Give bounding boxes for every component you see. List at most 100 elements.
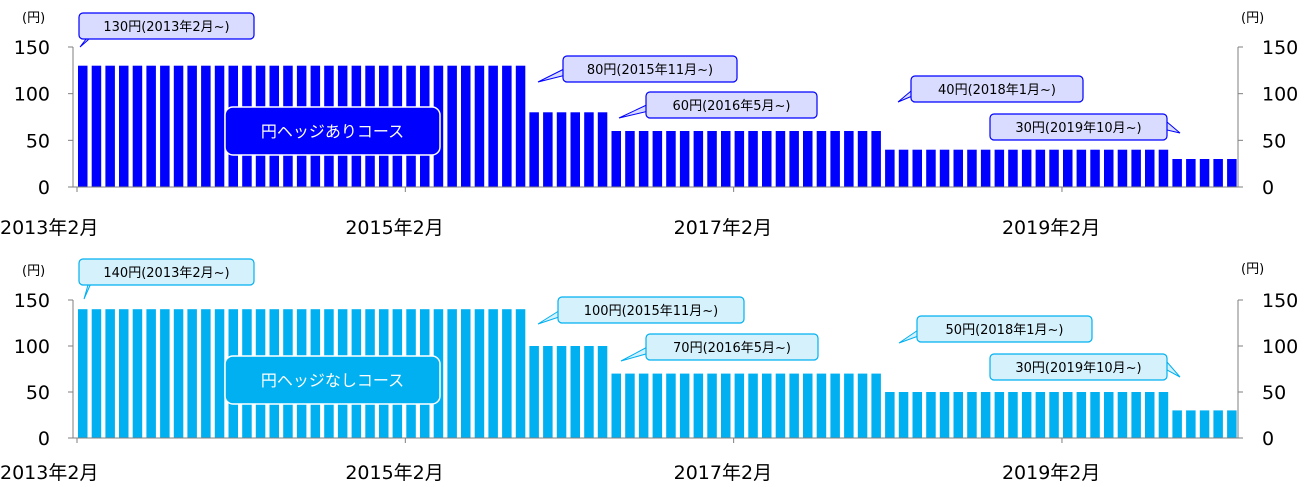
bar (926, 392, 936, 438)
callout-box (989, 113, 1168, 141)
y-tick-label-right: 50 (1262, 130, 1286, 152)
unit-label-right: (円) (1241, 262, 1264, 277)
bar (78, 309, 88, 438)
bar (844, 131, 854, 187)
bar (1049, 392, 1059, 438)
bar (721, 131, 731, 187)
bar (980, 392, 991, 438)
bar (871, 373, 881, 438)
bar (1063, 392, 1073, 438)
x-tick-label: 2017年2月 (674, 217, 772, 239)
unit-label-left: (円) (22, 11, 45, 26)
bar (803, 131, 813, 187)
y-tick-label-right: 0 (1262, 177, 1274, 199)
bar (1213, 410, 1223, 438)
bar (625, 131, 635, 187)
bar (1076, 149, 1087, 187)
bar (871, 131, 881, 187)
bar (1186, 410, 1196, 438)
bar (1035, 392, 1046, 438)
y-tick-label-left: 0 (38, 428, 50, 450)
y-tick-label-left: 150 (14, 37, 50, 59)
bar (447, 65, 457, 187)
bar (488, 65, 498, 187)
bar (1090, 392, 1100, 438)
bar (638, 373, 649, 438)
bar (803, 373, 813, 438)
y-tick-label-left: 150 (14, 290, 50, 312)
bar (857, 131, 868, 187)
unhedged-course-panel: (円) (円) 0 0 50 50 100 100 150 150 2013年2月 2015年2月 20… (0, 258, 1298, 484)
bar (1199, 410, 1210, 438)
bar (967, 149, 977, 187)
callout-box (916, 315, 1093, 343)
callout-box (645, 333, 819, 361)
bar (994, 392, 1005, 438)
bar (160, 309, 170, 438)
callout-box (910, 75, 1084, 103)
bar (857, 373, 868, 438)
bar (679, 373, 690, 438)
bar (214, 309, 225, 438)
callout-label: 30円(2019年10月~) (1015, 361, 1141, 376)
bar (502, 309, 512, 438)
bar (1145, 149, 1155, 187)
callout-box (557, 296, 745, 324)
bar (734, 131, 745, 187)
callout-box (78, 12, 255, 40)
bar (570, 346, 580, 438)
callout-label: 60円(2016年5月~) (673, 99, 791, 114)
bar (461, 309, 471, 438)
bar (1021, 392, 1032, 438)
bar (78, 65, 88, 187)
course-badge (224, 106, 441, 156)
bar (1131, 392, 1141, 438)
bar (707, 373, 717, 438)
x-tick-label: 2019年2月 (1002, 217, 1100, 239)
callout-label: 140円(2013年2月~) (103, 266, 229, 281)
bar (1131, 149, 1141, 187)
callout-pointer (1166, 120, 1181, 134)
bar (1117, 149, 1128, 187)
bar (146, 65, 156, 187)
bar (201, 309, 211, 438)
bar (119, 309, 129, 438)
bar (160, 65, 170, 187)
x-tick-label: 2013年2月 (0, 217, 98, 239)
bar (1172, 410, 1182, 438)
course-badge-label: 円ヘッジなしコース (261, 371, 404, 390)
bar (885, 149, 895, 187)
bar (1021, 149, 1032, 187)
bar (967, 392, 977, 438)
bar (953, 149, 963, 187)
bar (543, 346, 553, 438)
bar (132, 65, 143, 187)
bar (611, 373, 621, 438)
bar (885, 392, 895, 438)
bar (105, 65, 115, 187)
y-tick-label-right: 100 (1262, 336, 1298, 358)
bar (214, 65, 225, 187)
bar (488, 309, 498, 438)
x-tick-label: 2017年2月 (674, 462, 772, 484)
bar (939, 149, 950, 187)
callout-box (562, 55, 738, 83)
bar (1158, 149, 1169, 187)
bar (830, 373, 840, 438)
callout-box (989, 353, 1168, 381)
bar (105, 309, 115, 438)
bar (1199, 159, 1210, 187)
bar (556, 112, 567, 187)
bar (775, 131, 786, 187)
y-tick-label-left: 50 (26, 130, 50, 152)
bar (912, 149, 922, 187)
bar (762, 373, 772, 438)
unit-label-right: (円) (1241, 11, 1264, 26)
bar (666, 373, 676, 438)
bar (652, 373, 663, 438)
callout-label: 80円(2015年11月~) (587, 63, 713, 78)
bar (953, 392, 963, 438)
bar (638, 131, 649, 187)
bar (201, 65, 211, 187)
